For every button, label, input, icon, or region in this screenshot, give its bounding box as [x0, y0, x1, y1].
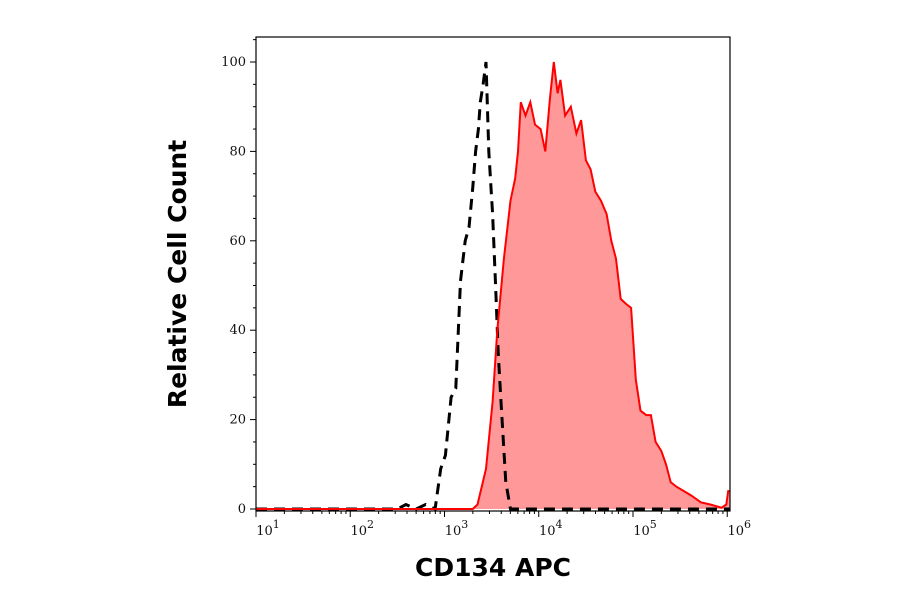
y-tick-label: 100: [221, 55, 246, 70]
x-tick-label: 101: [256, 518, 280, 539]
y-tick-label: 0: [238, 502, 246, 517]
axes: 0 20 40 60 80 100 101 102 103 104 105 106: [221, 39, 751, 539]
x-axis-label: CD134 APC: [415, 553, 571, 582]
plot-area: [256, 61, 731, 512]
y-tick-label: 60: [229, 234, 246, 249]
y-axis-label: Relative Cell Count: [163, 140, 192, 408]
x-tick-label: 103: [445, 518, 469, 539]
x-tick-label: 104: [539, 518, 563, 539]
x-tick-label: 105: [633, 518, 657, 539]
plot-frame: [255, 36, 731, 512]
y-tick-label: 20: [229, 413, 246, 428]
x-tick-label: 102: [350, 518, 374, 539]
y-tick-label: 80: [229, 144, 246, 159]
stained-histogram-fill: [256, 62, 731, 509]
stained-histogram-line: [256, 61, 731, 510]
y-tick-label: 40: [229, 323, 246, 338]
x-tick-label: 106: [727, 518, 751, 539]
